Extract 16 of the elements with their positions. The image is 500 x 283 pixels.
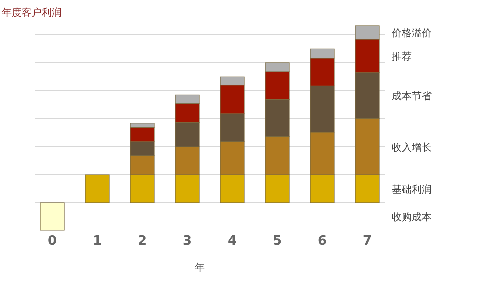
series-label: 推荐 [392, 51, 412, 64]
text: 收购成本 [392, 212, 432, 224]
x-tick-label: 4 [228, 234, 238, 249]
x-tick-label: 2 [138, 234, 148, 249]
x-tick-label: 3 [182, 234, 192, 249]
chart-title: 年度客户利润 [2, 7, 62, 19]
x-tick-label: 5 [272, 234, 282, 249]
x-tick-label: 6 [318, 234, 328, 249]
x-tick-label: 1 [92, 234, 102, 249]
series-label: 收入增长 [392, 142, 432, 154]
series-label: 基础利润 [392, 184, 432, 196]
series-label: 成本节省 [392, 90, 432, 103]
series-label: 价格溢价 [391, 28, 432, 40]
x-tick-label: 7 [362, 234, 372, 249]
x-tick-label: 0 [48, 234, 58, 249]
x-axis-title: 年 [195, 262, 205, 274]
